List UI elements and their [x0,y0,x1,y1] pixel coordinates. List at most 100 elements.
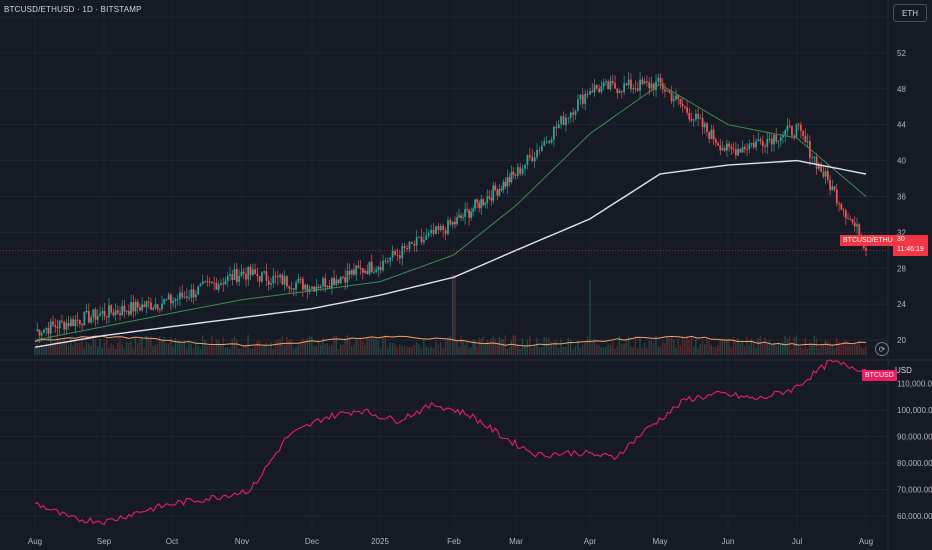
candle-body [96,315,99,320]
candle-body [99,313,101,316]
candle-body [569,112,572,118]
volume-bar [277,339,279,355]
volume-bar [517,345,519,355]
candle-body [222,283,225,285]
candle-body [337,279,340,284]
candle-body [786,125,789,131]
x-tick-label: Jul [792,537,802,546]
volume-bar [97,346,99,355]
volume-bar [614,348,616,355]
volume-bar [355,339,357,355]
candle-body [840,203,843,210]
candle-body [623,83,626,92]
volume-bar [510,340,513,355]
candle-body [581,94,584,104]
candle-body [350,269,353,275]
candle-body [261,272,263,282]
volume-bar [105,338,108,355]
x-tick-label: Nov [235,537,249,546]
volume-bar [139,339,141,355]
volume-bar [802,348,804,355]
candle-body [92,309,95,318]
candle-body [815,156,818,169]
candle-body [602,82,605,87]
volume-bar [458,346,460,355]
symbol-price-tag: BTCUSD/ETHUSD [840,235,906,246]
volume-bar [488,340,490,355]
candle-body [165,299,168,301]
volume-bar [472,340,474,355]
candle-body [127,311,130,315]
candle-body [108,305,110,318]
volume-bar [188,342,190,355]
candle-body [163,299,166,304]
candle-body [183,296,186,298]
volume-bar [719,340,721,355]
price-value: 30 [897,236,905,243]
candle-body [555,126,558,129]
volume-bar [806,348,809,355]
volume-bar [757,338,759,355]
volume-bar [815,338,818,355]
volume-bar [40,344,43,355]
volume-bar [54,341,56,355]
candle-body [627,79,630,86]
candle-body [299,278,302,280]
volume-bar [43,347,45,355]
volume-bar [88,343,90,355]
volume-bar [439,341,442,355]
volume-bar [176,340,179,355]
candle-body [641,79,644,84]
volume-bar [480,339,482,355]
volume-bar [63,338,65,355]
unit-badge[interactable]: ETH [893,4,927,22]
candle-body [134,301,137,312]
candle-body [315,286,318,292]
candle-body [632,88,635,90]
candle-body [574,110,577,115]
candle-body [190,289,193,298]
candle-body [701,118,704,128]
candle-body [379,267,382,271]
volume-bar [215,338,217,355]
candle-body [540,145,543,151]
x-tick-label: Apr [584,537,597,546]
candle-body [531,157,534,162]
candle-body [466,209,469,210]
volume-bar [484,344,486,355]
candle-body [755,141,757,148]
volume-bar [384,335,387,355]
refresh-icon[interactable]: ⟳ [875,342,889,356]
volume-bar [721,339,724,355]
volume-bar [664,343,666,355]
volume-bar [519,348,521,355]
candle-body [528,155,531,158]
y-tick-label: 70,000.00 [897,486,932,495]
volume-bar [533,346,536,355]
candle-body [636,88,639,91]
candle-body [172,300,175,304]
candle-body [233,269,236,280]
candle-body [384,260,387,262]
candle-body [251,269,254,276]
candle-body [346,270,349,283]
candle-body [150,302,152,310]
volume-bar [831,345,833,355]
volume-bar [637,347,639,355]
candle-body [675,95,677,100]
volume-bar [132,348,134,355]
volume-bar [125,342,128,355]
candle-body [668,90,671,93]
volume-bar [145,335,148,355]
volume-bar [494,338,496,355]
candle-body [813,156,816,158]
volume-bar [199,348,202,355]
candle-body [283,276,286,285]
volume-bar [851,345,854,355]
candle-body [589,90,591,95]
volume-bar [690,335,693,355]
candle-body [208,281,211,283]
candle-body [639,79,641,91]
volume-bar [779,343,782,355]
candle-body [490,197,493,201]
